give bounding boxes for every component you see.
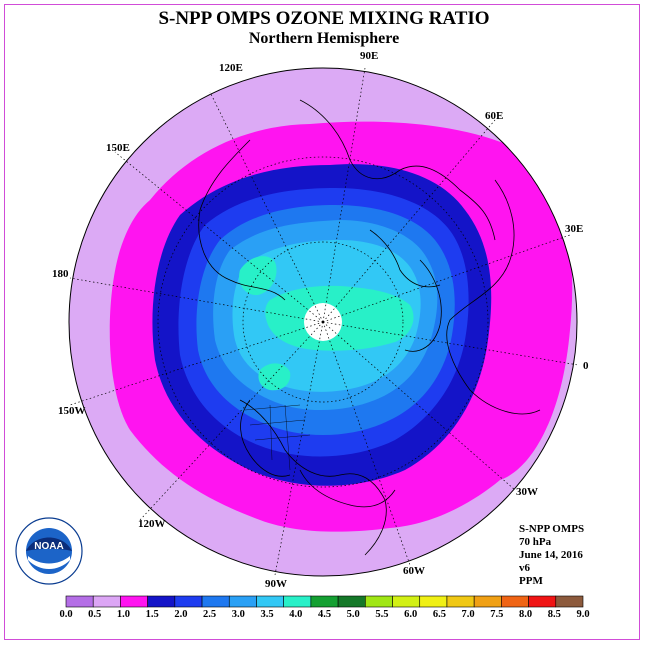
colorbar-swatch [147, 595, 176, 608]
colorbar-swatch [365, 595, 393, 608]
info-units: PPM [519, 575, 543, 587]
colorbar-tick-label: 4.0 [289, 609, 303, 620]
colorbar-swatch [555, 595, 584, 608]
colorbar-swatch [174, 595, 203, 608]
colorbar-tick-label: 8.5 [547, 609, 561, 620]
info-version: v6 [519, 562, 530, 574]
lon-label-90e: 90E [360, 50, 379, 62]
colorbar-tick-label: 4.5 [317, 609, 332, 620]
colorbar-tick-label: 5.5 [375, 609, 389, 620]
colorbar-tick-label: 0.5 [88, 609, 102, 620]
colorbar-tick-label: 6.5 [432, 609, 446, 620]
colorbar-tick-label: 0.0 [59, 609, 73, 620]
meridians [69, 67, 579, 576]
colorbar-swatch [310, 595, 339, 608]
colorbar-swatch [65, 595, 94, 608]
lon-label-90w: 90W [265, 578, 287, 590]
colorbar-swatch [120, 595, 148, 608]
coastlines [198, 99, 541, 556]
us-states [244, 404, 311, 471]
lon-label-150e: 150E [106, 142, 130, 154]
lon-label-0: 0 [583, 360, 589, 372]
noaa-logo: NOAA [15, 517, 83, 585]
colorbar-swatch [201, 595, 230, 608]
info-level: 70 hPa [519, 536, 552, 548]
info-date: June 14, 2016 [519, 549, 583, 561]
colorbar-swatch [283, 595, 312, 608]
map-boundary [68, 67, 578, 577]
info-block: S-NPP OMPS 70 hPa June 14, 2016 v6 PPM [519, 523, 584, 588]
colorbar-swatch [392, 595, 421, 608]
colorbar-tick-label: 3.5 [260, 609, 274, 620]
colorbar-tick-label: 2.0 [174, 609, 188, 620]
lon-label-180: 180 [52, 268, 69, 280]
colorbar-tick-label: 9.0 [576, 609, 590, 620]
colorbar-swatch [228, 595, 257, 608]
map-frame [4, 4, 640, 640]
colorbar-swatch [473, 595, 502, 608]
colorbar-swatch [256, 595, 284, 608]
parallels [157, 156, 489, 488]
page-title: S-NPP OMPS OZONE MIXING RATIO [158, 8, 490, 29]
lon-label-120e: 120E [219, 62, 243, 74]
lon-label-120w: 120W [138, 518, 166, 530]
colorbar-tick-label: 8.0 [518, 609, 533, 620]
colorbar-swatch [92, 595, 121, 608]
colorbar-swatch [337, 595, 366, 608]
colorbar-tick-label: 1.5 [145, 609, 159, 620]
lon-label-150w: 150W [58, 405, 86, 417]
lon-label-60w: 60W [403, 565, 425, 577]
colorbar-tick-label: 7.5 [490, 609, 504, 620]
lon-label-60e: 60E [485, 110, 504, 122]
colorbar-swatch [446, 595, 475, 608]
colorbar-tick-label: 5.0 [346, 609, 360, 620]
colorbar-tick-label: 3.0 [231, 609, 245, 620]
colorbar-swatch [419, 595, 448, 608]
colorbar-swatch [501, 595, 529, 608]
ozone-patch-north-america [258, 363, 291, 391]
colorbar-tick-label: 1.0 [116, 609, 130, 620]
colorbar [65, 595, 584, 608]
svg-text:NOAA: NOAA [34, 541, 63, 552]
lon-label-30e: 30E [565, 223, 584, 235]
info-instrument: S-NPP OMPS [519, 523, 585, 535]
colorbar-tick-label: 2.5 [203, 609, 217, 620]
colorbar-tick-label: 6.0 [404, 609, 418, 620]
lon-label-30w: 30W [516, 486, 538, 498]
colorbar-swatch [528, 595, 557, 608]
page-subtitle: Northern Hemisphere [248, 30, 400, 47]
colorbar-tick-label: 7.0 [461, 609, 475, 620]
